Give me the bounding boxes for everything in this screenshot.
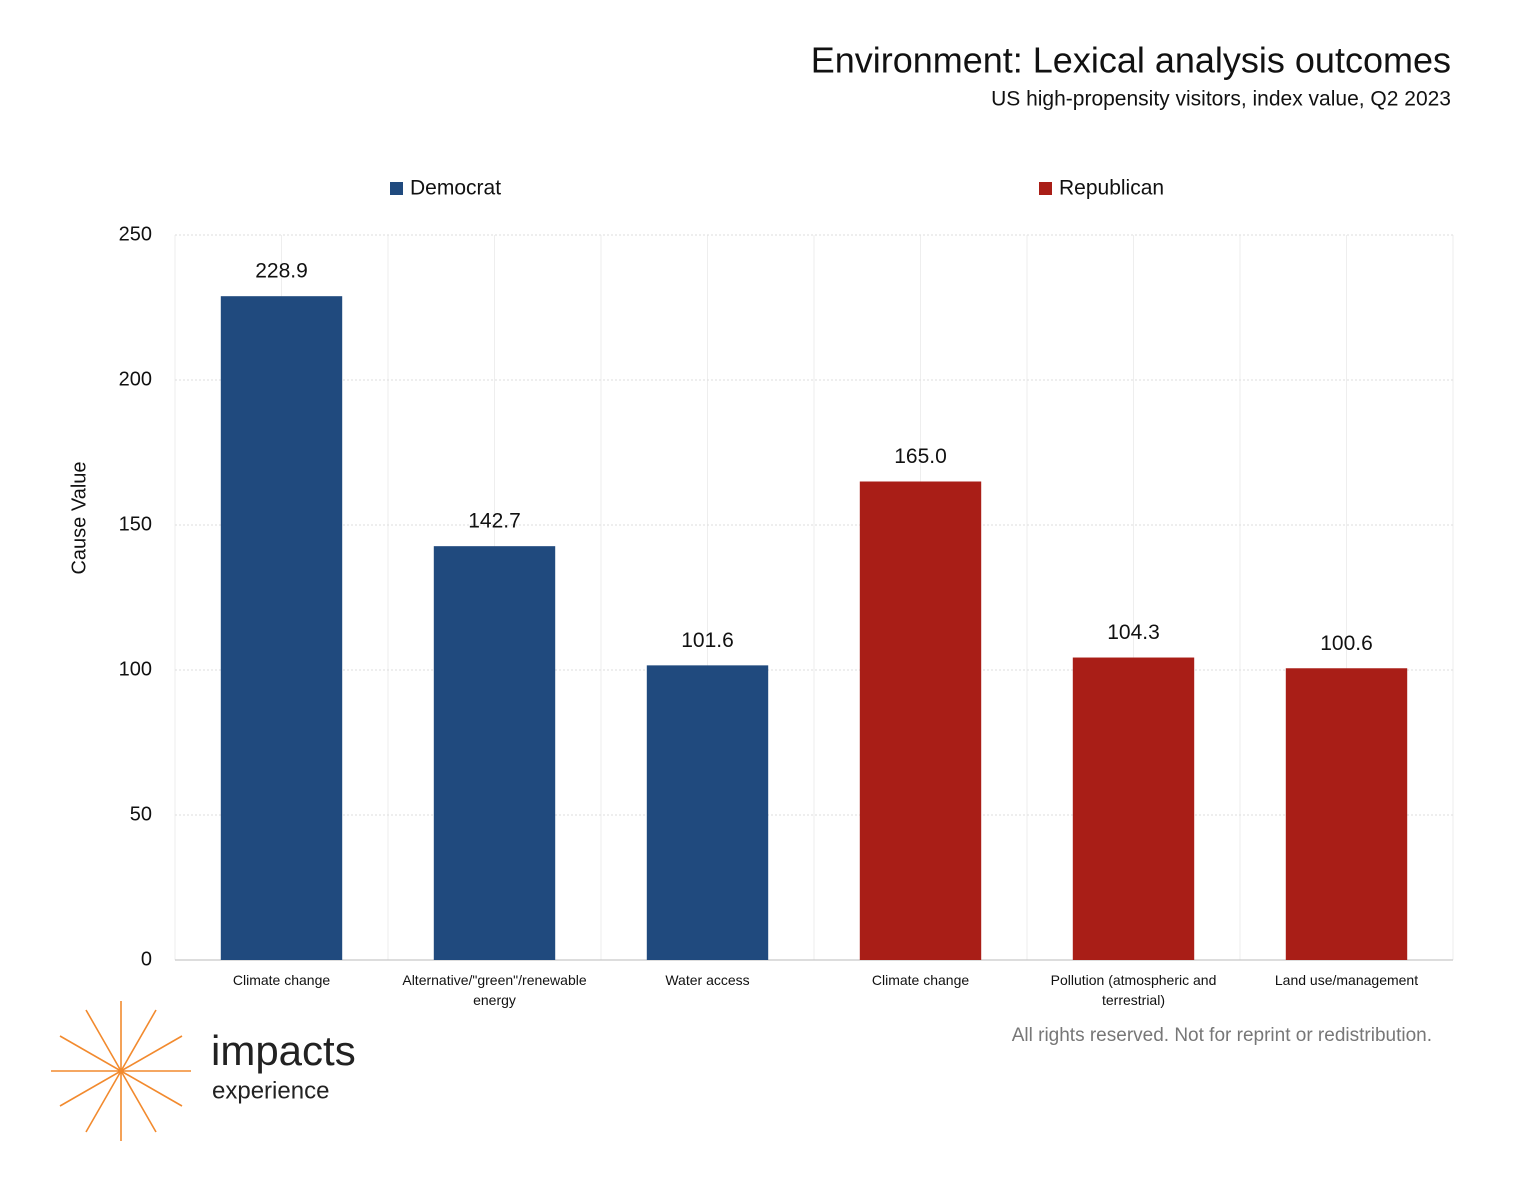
x-tick-label: Climate change (232, 972, 331, 988)
x-tick-label: Water access (665, 972, 750, 988)
y-tick-label: 200 (119, 368, 152, 390)
y-tick-label: 100 (119, 658, 152, 680)
legend-label: Republican (1059, 177, 1164, 200)
legend-swatch (1039, 182, 1052, 195)
y-axis-label: Cause Value (68, 461, 90, 574)
bar (646, 665, 769, 960)
x-tick-label: Pollution (atmospheric and terrestrial) (1050, 972, 1217, 1008)
y-tick-label: 0 (141, 948, 152, 970)
logo-dot (118, 1068, 124, 1074)
legend-swatch (390, 182, 403, 195)
x-tick-label-box: Water access (665, 972, 750, 988)
x-tick-label: Climate change (871, 972, 970, 988)
bar (859, 481, 982, 960)
footer-note: All rights reserved. Not for reprint or … (1012, 1025, 1432, 1046)
logo-tagline: experience (212, 1077, 329, 1104)
x-tick-label: Alternative/"green"/renewable energy (402, 972, 587, 1008)
value-label: 100.6 (1320, 632, 1373, 655)
y-tick-label: 250 (119, 223, 152, 245)
x-tick-label-box: Alternative/"green"/renewable energy (402, 972, 587, 1008)
logo-name: impacts (211, 1027, 356, 1074)
value-label: 142.7 (468, 510, 521, 533)
chart-subtitle: US high-propensity visitors, index value… (991, 88, 1451, 111)
chart-title: Environment: Lexical analysis outcomes (811, 40, 1451, 81)
value-label: 104.3 (1107, 621, 1160, 644)
y-tick-label: 50 (130, 803, 152, 825)
value-label: 101.6 (681, 629, 734, 652)
legend-label: Democrat (410, 177, 501, 200)
bar (220, 296, 343, 960)
x-tick-label-box: Pollution (atmospheric and terrestrial) (1050, 972, 1217, 1008)
y-tick-label: 150 (119, 513, 152, 535)
bar (1072, 657, 1195, 960)
bar (1285, 668, 1408, 960)
x-tick-label-box: Land use/management (1274, 972, 1419, 988)
bar (433, 546, 556, 960)
x-tick-label-box: Climate change (232, 972, 331, 988)
value-label: 228.9 (255, 260, 308, 283)
x-tick-label-box: Climate change (871, 972, 970, 988)
value-label: 165.0 (894, 445, 947, 468)
x-tick-label: Land use/management (1274, 972, 1419, 988)
